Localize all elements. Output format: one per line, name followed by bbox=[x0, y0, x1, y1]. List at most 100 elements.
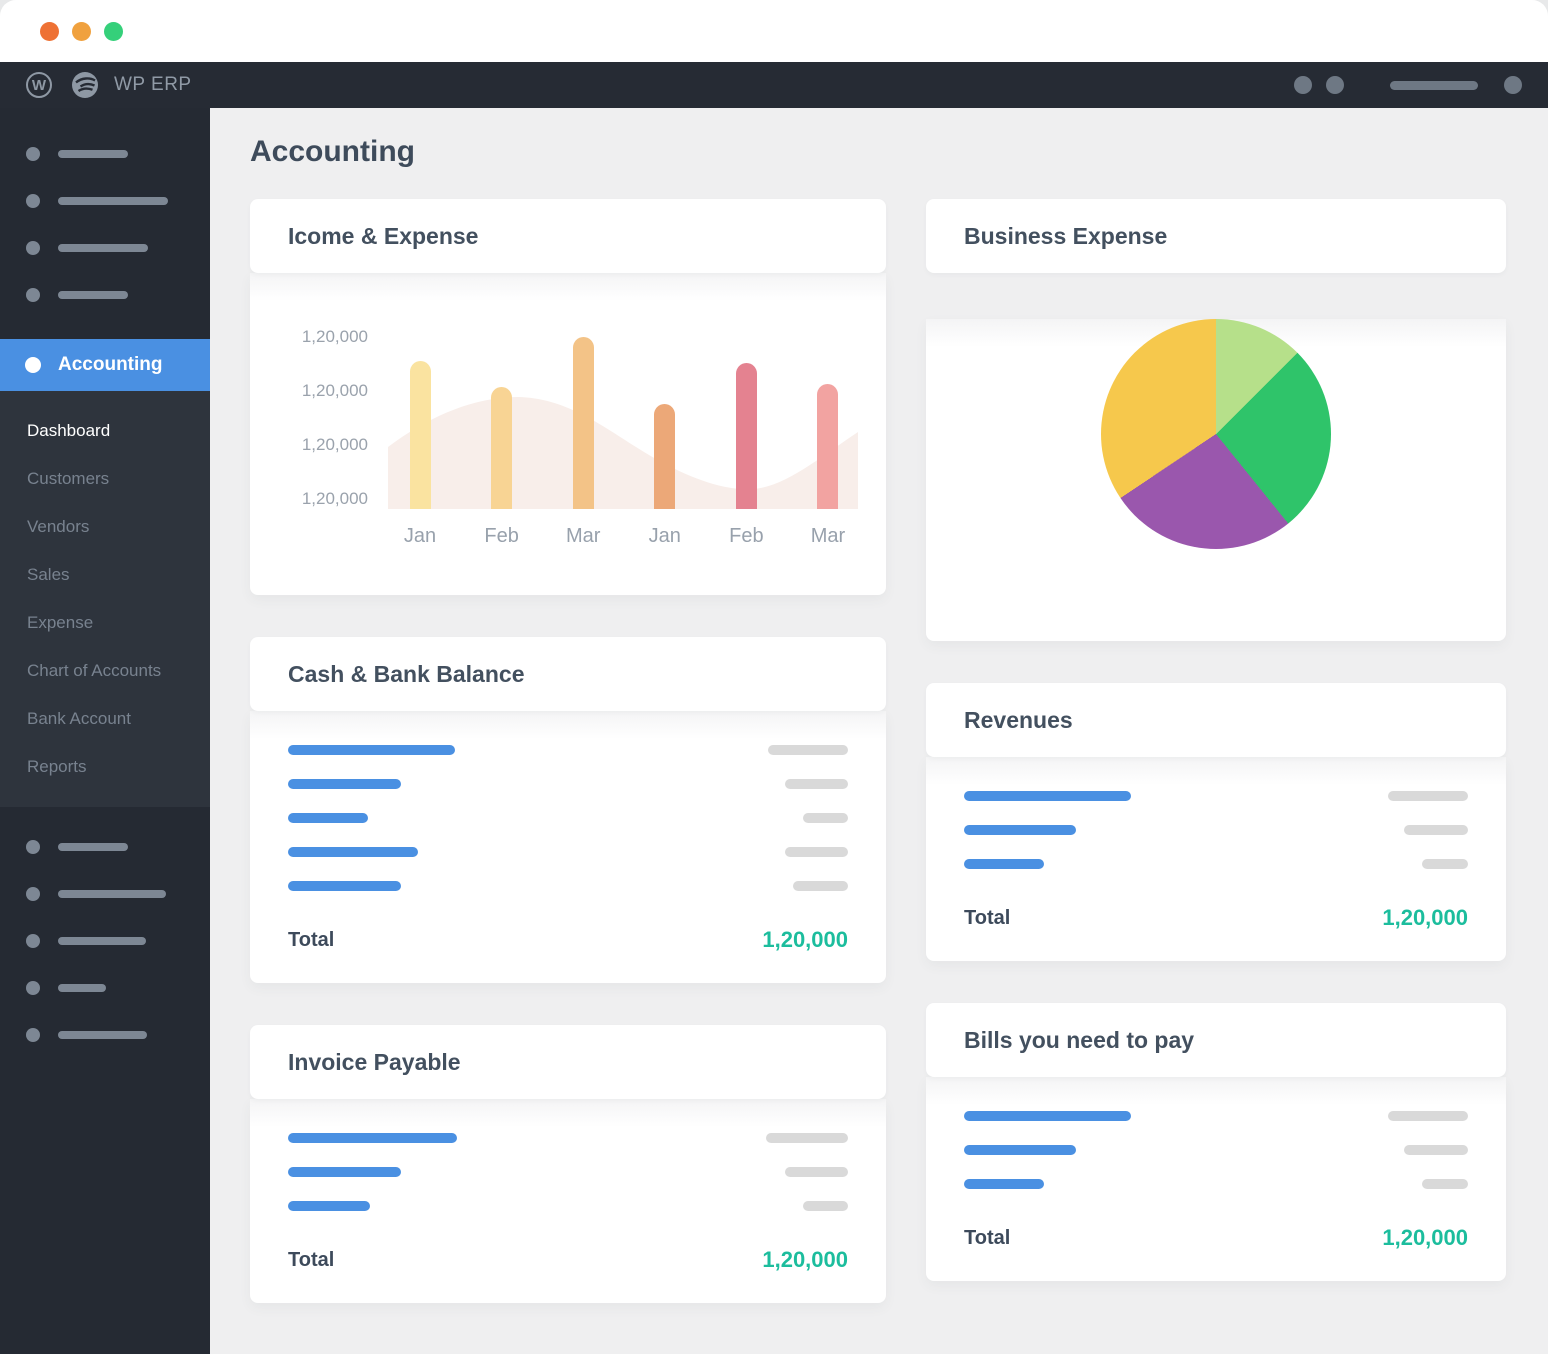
revenues-card: Revenues Total 1,20,000 bbox=[926, 683, 1506, 961]
sidebar-placeholder-item[interactable] bbox=[0, 870, 210, 917]
sidebar-item-customers[interactable]: Customers bbox=[27, 469, 110, 488]
item-label-bar bbox=[288, 1167, 401, 1177]
sidebar-item-sales[interactable]: Sales bbox=[27, 565, 70, 584]
cash-bank-list: Total 1,20,000 bbox=[250, 711, 886, 983]
zoom-button[interactable] bbox=[104, 21, 123, 41]
wp-erp-logo-icon[interactable] bbox=[72, 72, 98, 98]
item-label-bar bbox=[964, 859, 1044, 869]
total-label: Total bbox=[964, 1226, 1011, 1249]
total-label: Total bbox=[288, 1248, 335, 1271]
sidebar-top-placeholders bbox=[0, 108, 210, 318]
total-value: 1,20,000 bbox=[762, 1247, 848, 1272]
item-value-bar bbox=[803, 813, 848, 823]
item-label-bar bbox=[288, 881, 401, 891]
list-item bbox=[964, 1111, 1468, 1121]
sidebar-placeholder-item[interactable] bbox=[0, 1011, 210, 1058]
card-title: Icome & Expense bbox=[288, 222, 479, 249]
sidebar-placeholder-item[interactable] bbox=[0, 823, 210, 870]
wordpress-logo-icon[interactable]: W bbox=[26, 72, 52, 98]
bar-column: Jan bbox=[392, 327, 448, 548]
item-value-bar bbox=[785, 847, 848, 857]
adminbar-pill-placeholder bbox=[1390, 80, 1478, 90]
item-label-bar bbox=[964, 1145, 1076, 1155]
adminbar-right-cluster bbox=[1294, 76, 1522, 94]
item-label-bar bbox=[288, 847, 418, 857]
sidebar-item-reports[interactable]: Reports bbox=[27, 757, 87, 776]
sidebar-item-label: Accounting bbox=[58, 354, 163, 375]
bar bbox=[817, 384, 839, 509]
placeholder-label-bar bbox=[58, 936, 146, 945]
placeholder-label-bar bbox=[58, 290, 128, 299]
minimize-button[interactable] bbox=[72, 21, 91, 41]
close-button[interactable] bbox=[40, 21, 59, 41]
sidebar-item-vendors[interactable]: Vendors bbox=[27, 517, 90, 536]
placeholder-bullet-icon bbox=[26, 146, 40, 161]
window-titlebar bbox=[0, 0, 1548, 62]
income-expense-chart: 1,20,000 1,20,000 1,20,000 1,20,000 Jan Feb M… bbox=[250, 273, 886, 595]
bar-track bbox=[572, 327, 594, 509]
sidebar-placeholder-item[interactable] bbox=[0, 177, 210, 224]
bar-track bbox=[491, 327, 513, 509]
y-axis-tick-label: 1,20,000 bbox=[301, 435, 368, 454]
total-label: Total bbox=[288, 928, 335, 951]
sidebar-placeholder-item[interactable] bbox=[0, 130, 210, 177]
sidebar-item-accounting[interactable]: Accounting bbox=[0, 339, 210, 391]
bar bbox=[409, 361, 431, 509]
item-value-bar bbox=[793, 881, 848, 891]
list-item bbox=[288, 1201, 848, 1211]
list-item bbox=[964, 791, 1468, 801]
bills-card-header: Bills you need to pay bbox=[926, 1003, 1506, 1077]
card-title: Invoice Payable bbox=[288, 1048, 461, 1075]
income-expense-card: Icome & Expense 1,20,000 1,20,000 1,20,000… bbox=[250, 199, 886, 595]
item-label-bar bbox=[288, 745, 455, 755]
placeholder-label-bar bbox=[58, 889, 166, 898]
list-item bbox=[288, 779, 848, 789]
y-axis-tick-label: 1,20,000 bbox=[301, 327, 368, 346]
sidebar-item-bank-account[interactable]: Bank Account bbox=[27, 709, 131, 728]
item-value-bar bbox=[1404, 825, 1468, 835]
bills-card: Bills you need to pay Total 1,20,000 bbox=[926, 1003, 1506, 1281]
item-value-bar bbox=[1422, 859, 1468, 869]
item-value-bar bbox=[785, 1167, 848, 1177]
card-title: Revenues bbox=[964, 706, 1073, 733]
x-axis-tick-label: Jan bbox=[403, 525, 437, 547]
adminbar-circle-icon[interactable] bbox=[1326, 76, 1344, 94]
adminbar-circle-icon[interactable] bbox=[1294, 76, 1312, 94]
item-label-bar bbox=[288, 813, 368, 823]
list-item bbox=[964, 859, 1468, 869]
placeholder-bullet-icon bbox=[26, 287, 40, 302]
sidebar-item-expense[interactable]: Expense bbox=[27, 613, 94, 632]
placeholder-label-bar bbox=[58, 1030, 147, 1039]
bar-chart-plot: Jan Feb Mar Jan Feb Mar bbox=[388, 327, 860, 548]
item-label-bar bbox=[288, 779, 401, 789]
placeholder-bullet-icon bbox=[26, 240, 40, 255]
invoice-payable-card-header: Invoice Payable bbox=[250, 1025, 886, 1099]
accounting-bullet-icon bbox=[25, 357, 41, 373]
sidebar-placeholder-item[interactable] bbox=[0, 271, 210, 318]
adminbar-avatar-icon[interactable] bbox=[1504, 76, 1522, 94]
sidebar-placeholder-item[interactable] bbox=[0, 964, 210, 1011]
sidebar-placeholder-item[interactable] bbox=[0, 224, 210, 271]
bar bbox=[654, 404, 676, 509]
sidebar-bottom-placeholders bbox=[0, 807, 210, 1058]
bar bbox=[491, 387, 513, 509]
x-axis-tick-label: Jan bbox=[648, 525, 681, 547]
sidebar-item-chart-of-accounts[interactable]: Chart of Accounts bbox=[27, 661, 162, 680]
item-label-bar bbox=[964, 1179, 1044, 1189]
item-value-bar bbox=[1404, 1145, 1468, 1155]
placeholder-label-bar bbox=[58, 243, 148, 252]
list-item bbox=[964, 1145, 1468, 1155]
placeholder-label-bar bbox=[58, 842, 128, 851]
bar-column: Mar bbox=[555, 327, 611, 548]
card-title: Cash & Bank Balance bbox=[288, 660, 525, 687]
bar-column: Feb bbox=[718, 327, 774, 548]
card-title: Business Expense bbox=[964, 222, 1168, 249]
placeholder-bullet-icon bbox=[26, 839, 40, 854]
y-axis-tick-label: 1,20,000 bbox=[301, 381, 368, 400]
sidebar-placeholder-item[interactable] bbox=[0, 917, 210, 964]
main-content: Accounting Icome & Expense 1,20,000 1,20,… bbox=[210, 108, 1548, 1354]
sidebar-item-dashboard[interactable]: Dashboard bbox=[27, 421, 111, 440]
x-axis-tick-label: Feb bbox=[484, 525, 519, 547]
bar-track bbox=[735, 327, 757, 509]
